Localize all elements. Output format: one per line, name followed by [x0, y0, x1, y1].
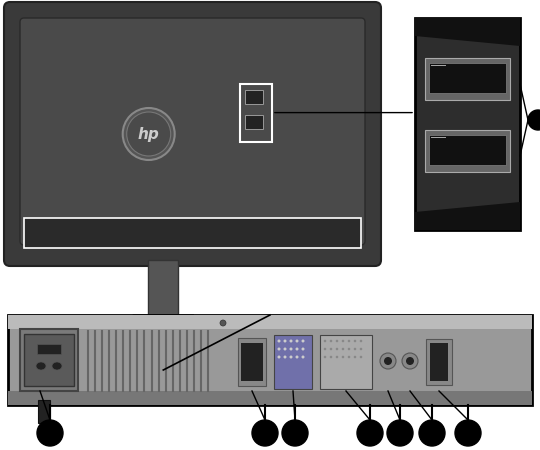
Bar [415, 18, 520, 230]
Bar [245, 115, 263, 129]
Circle shape [348, 348, 350, 350]
Bar [240, 84, 272, 142]
Bar [274, 335, 312, 389]
Polygon shape [38, 400, 50, 423]
Bar [37, 344, 61, 354]
Polygon shape [415, 202, 520, 230]
Bar [238, 338, 266, 386]
Circle shape [357, 420, 383, 446]
Circle shape [330, 340, 332, 342]
Circle shape [301, 356, 305, 359]
Bar [148, 260, 178, 315]
Circle shape [342, 356, 345, 358]
Circle shape [284, 347, 287, 351]
Circle shape [402, 353, 418, 369]
Bar [425, 130, 510, 172]
Bar [426, 339, 452, 385]
FancyBboxPatch shape [4, 2, 381, 266]
Bar [429, 135, 506, 165]
Bar [320, 335, 372, 389]
Circle shape [348, 356, 350, 358]
Bar [8, 315, 532, 405]
Circle shape [360, 340, 362, 342]
Circle shape [360, 348, 362, 350]
Polygon shape [415, 18, 520, 46]
Circle shape [455, 420, 481, 446]
Circle shape [295, 347, 299, 351]
Circle shape [301, 347, 305, 351]
Circle shape [354, 348, 356, 350]
Circle shape [342, 340, 345, 342]
Circle shape [354, 356, 356, 358]
Circle shape [380, 353, 396, 369]
Circle shape [330, 356, 332, 358]
Circle shape [323, 340, 326, 342]
Circle shape [252, 420, 278, 446]
Circle shape [336, 356, 338, 358]
Circle shape [419, 420, 445, 446]
Circle shape [278, 356, 280, 359]
Circle shape [284, 339, 287, 342]
Circle shape [220, 320, 226, 326]
Circle shape [348, 340, 350, 342]
Bar [20, 329, 78, 391]
Text: hp: hp [138, 127, 160, 143]
Circle shape [323, 356, 326, 358]
Circle shape [387, 420, 413, 446]
Circle shape [284, 356, 287, 359]
Circle shape [330, 348, 332, 350]
Circle shape [384, 357, 392, 365]
FancyBboxPatch shape [20, 18, 365, 245]
Circle shape [37, 420, 63, 446]
Circle shape [282, 420, 308, 446]
Circle shape [342, 348, 345, 350]
Ellipse shape [36, 362, 46, 370]
Bar [8, 391, 532, 405]
Circle shape [301, 339, 305, 342]
Circle shape [278, 347, 280, 351]
Circle shape [336, 340, 338, 342]
Polygon shape [123, 315, 203, 345]
Circle shape [406, 357, 414, 365]
Bar [430, 343, 448, 381]
Bar [241, 343, 263, 381]
Bar [144, 345, 183, 370]
Circle shape [127, 112, 171, 156]
Circle shape [360, 356, 362, 358]
Circle shape [289, 356, 293, 359]
Bar [8, 315, 532, 329]
Circle shape [278, 339, 280, 342]
Bar [429, 63, 506, 93]
Bar [245, 90, 263, 104]
Circle shape [289, 347, 293, 351]
Circle shape [323, 348, 326, 350]
Circle shape [336, 348, 338, 350]
Bar [24, 334, 74, 386]
Bar [425, 58, 510, 100]
Ellipse shape [52, 362, 62, 370]
Circle shape [295, 356, 299, 359]
Circle shape [289, 339, 293, 342]
Circle shape [295, 339, 299, 342]
Circle shape [528, 110, 540, 130]
Bar [24, 218, 361, 248]
Circle shape [123, 108, 175, 160]
Circle shape [354, 340, 356, 342]
